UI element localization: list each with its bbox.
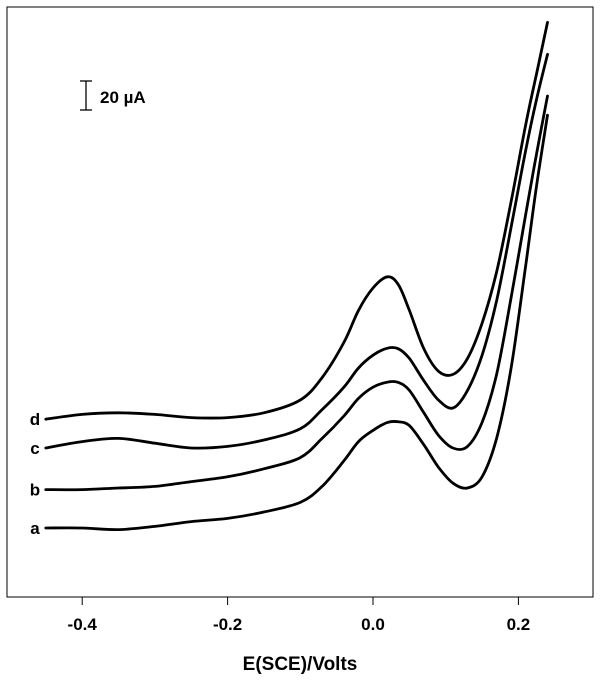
- x-tick-label: -0.4: [68, 615, 98, 634]
- x-tick-label: -0.2: [213, 615, 242, 634]
- series-line-c: [44, 53, 549, 450]
- series-labels: ab cd: [30, 410, 40, 538]
- series-label-a: a: [30, 519, 40, 538]
- series-line-a: [44, 113, 549, 532]
- x-axis-title: E(SCE)/Volts: [243, 654, 358, 675]
- series-label-b: b: [30, 481, 40, 500]
- series-label-c: c: [30, 439, 39, 458]
- series-line-b: [44, 94, 549, 492]
- plot-frame: [6, 6, 594, 598]
- series-line-d: [44, 21, 549, 421]
- scale-bar-label: 20 µA: [100, 88, 146, 107]
- x-tick-label: 0.2: [507, 615, 531, 634]
- x-axis-ticks: -0.4 -0.2 0.0 0.2: [68, 597, 531, 634]
- series-label-d: d: [30, 410, 40, 429]
- x-tick-label: 0.0: [361, 615, 385, 634]
- series-curves: [44, 21, 549, 532]
- scale-bar: 20 µA: [80, 80, 146, 111]
